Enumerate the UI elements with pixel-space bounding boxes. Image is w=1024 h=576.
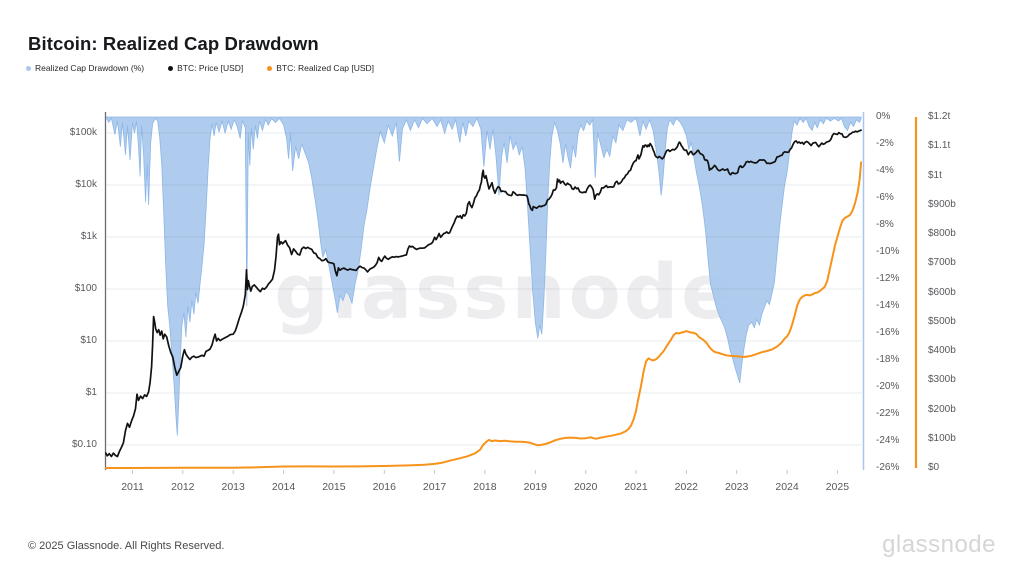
drawdown-axis-tick: -24% xyxy=(876,435,900,446)
year-axis-tick: 2022 xyxy=(674,481,699,493)
realized-cap-axis-tick: $800b xyxy=(928,228,956,239)
realized-cap-axis-tick: $1.2t xyxy=(928,111,951,122)
drawdown-axis-tick: -18% xyxy=(876,354,900,365)
year-axis-tick: 2012 xyxy=(171,481,195,493)
drawdown-axis-tick: -20% xyxy=(876,381,900,392)
drawdown-axis-tick: -6% xyxy=(876,192,894,203)
year-axis-tick: 2017 xyxy=(422,481,447,493)
drawdown-axis-tick: -22% xyxy=(876,408,900,419)
drawdown-axis-tick: -12% xyxy=(876,273,900,284)
drawdown-axis-tick: -16% xyxy=(876,327,900,338)
legend-label: BTC: Price [USD] xyxy=(177,63,244,73)
realized-cap-line xyxy=(105,161,863,469)
realized-cap-axis-tick: $200b xyxy=(928,403,956,415)
realized-cap-axis-tick: $600b xyxy=(928,286,956,298)
realized-cap-axis-tick: $1t xyxy=(928,169,942,181)
realized-cap-legend-dot-icon xyxy=(267,65,273,71)
year-axis-tick: 2014 xyxy=(271,481,296,493)
legend-item-realized-cap[interactable]: BTC: Realized Cap [USD] xyxy=(267,63,374,73)
legend-item-drawdown[interactable]: Realized Cap Drawdown (%) xyxy=(26,63,144,73)
price-axis-tick: $10k xyxy=(75,179,97,190)
price-axis-tick: $1 xyxy=(85,387,97,398)
drawdown-axis-tick: -2% xyxy=(876,138,894,149)
legend-item-price[interactable]: BTC: Price [USD] xyxy=(168,63,243,73)
realized-cap-axis-tick: $400b xyxy=(928,345,956,356)
legend-label: Realized Cap Drawdown (%) xyxy=(35,63,145,73)
realized-cap-axis-tick: $700b xyxy=(928,257,956,269)
price-line xyxy=(105,129,862,458)
drawdown-area xyxy=(105,116,862,436)
drawdown-axis-tick: -26% xyxy=(876,462,900,473)
page-title: Bitcoin: Realized Cap Drawdown xyxy=(28,33,319,55)
drawdown-axis-tick: -14% xyxy=(876,300,900,311)
year-axis-tick: 2015 xyxy=(322,481,346,493)
price-legend-dot-icon xyxy=(168,65,174,71)
year-axis-tick: 2024 xyxy=(775,481,799,493)
year-axis-tick: 2020 xyxy=(573,481,598,493)
year-axis-tick: 2025 xyxy=(825,481,850,493)
price-axis-tick: $1k xyxy=(80,231,97,242)
realized-cap-axis-tick: $500b xyxy=(928,315,956,327)
legend-label: BTC: Realized Cap [USD] xyxy=(276,63,375,73)
price-axis-tick: $100k xyxy=(69,127,97,138)
realized-cap-axis-tick: $300b xyxy=(928,374,956,386)
drawdown-legend-dot-icon xyxy=(26,65,31,71)
realized-cap-axis-tick: $100b xyxy=(928,432,956,444)
year-axis-tick: 2016 xyxy=(372,481,396,493)
year-axis-tick: 2019 xyxy=(523,481,547,493)
realized-cap-axis-tick: $900b xyxy=(928,198,956,210)
year-axis-tick: 2013 xyxy=(221,481,245,493)
year-axis-tick: 2021 xyxy=(624,481,648,493)
drawdown-axis-tick: -8% xyxy=(876,219,894,230)
price-axis-tick: $10 xyxy=(80,335,97,346)
price-axis-tick: $0.10 xyxy=(71,439,97,450)
copyright-text: © 2025 Glassnode. All Rights Reserved. xyxy=(28,540,225,552)
drawdown-axis-tick: -4% xyxy=(876,165,894,176)
year-axis-tick: 2023 xyxy=(725,481,749,493)
drawdown-axis-tick: 0% xyxy=(876,111,891,122)
year-axis-tick: 2018 xyxy=(473,481,497,493)
year-axis-tick: 2011 xyxy=(121,481,144,493)
drawdown-axis-tick: -10% xyxy=(876,246,900,257)
legend: Realized Cap Drawdown (%) BTC: Price [US… xyxy=(26,63,374,73)
glassnode-logo: glassnode xyxy=(882,531,996,558)
realized-cap-axis-tick: $1.1t xyxy=(928,140,951,152)
realized-cap-axis-tick: $0 xyxy=(928,462,940,473)
price-axis-tick: $100 xyxy=(74,283,97,294)
